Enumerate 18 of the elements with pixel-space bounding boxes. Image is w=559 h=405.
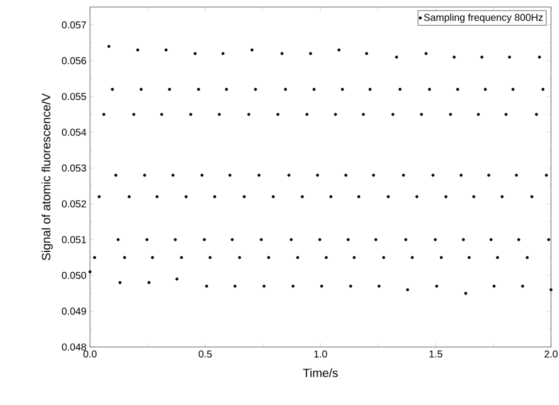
y-tick-label: 0.053 bbox=[62, 164, 86, 172]
y-tick-label: 0.056 bbox=[62, 57, 86, 64]
y-tick-label: 0.054 bbox=[62, 128, 86, 136]
y-tick-label: 0.051 bbox=[62, 236, 86, 244]
x-tick-label: 1.0 bbox=[314, 350, 328, 358]
y-tick-label: 0.050 bbox=[62, 272, 86, 279]
y-tick-label: 0.049 bbox=[62, 308, 86, 315]
y-tick-label: 0.057 bbox=[62, 21, 86, 28]
x-tick-label: 1.5 bbox=[430, 350, 442, 358]
y-axis-title: Signal of atomic fluorescence/V bbox=[42, 93, 53, 260]
y-tick-label: 0.052 bbox=[62, 200, 86, 208]
x-tick-label: 0.0 bbox=[83, 350, 97, 358]
y-tick-label: 0.048 bbox=[62, 343, 86, 351]
legend-label: Sampling frequency 800Hz bbox=[424, 14, 543, 23]
x-tick-label: 0.5 bbox=[198, 350, 212, 358]
x-tick-label: 2.0 bbox=[544, 350, 558, 358]
x-axis-title: Time/s bbox=[303, 368, 338, 378]
y-tick-label: 0.055 bbox=[62, 92, 86, 100]
